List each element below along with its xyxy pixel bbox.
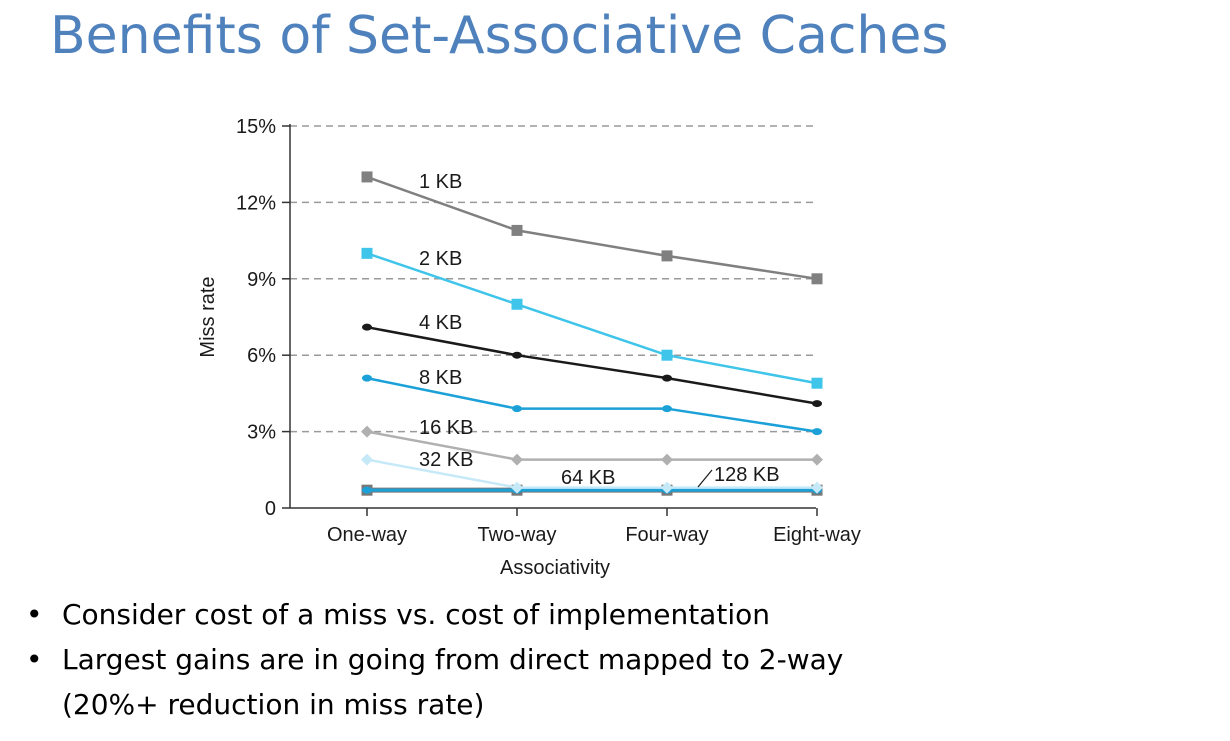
- series-line-16-kb: [366, 430, 817, 461]
- data-point: [361, 247, 373, 259]
- data-point: [511, 481, 523, 494]
- data-point: [362, 486, 372, 494]
- data-point: [362, 374, 372, 382]
- y-axis-label: Miss rate: [197, 276, 219, 357]
- x-tick-label: Two-way: [478, 524, 557, 546]
- series-label: 1 KB: [419, 171, 462, 193]
- data-point: [662, 405, 672, 413]
- data-point: [511, 224, 523, 236]
- bullet-text: Largest gains are in going from direct m…: [62, 643, 844, 676]
- bullet-text: Consider cost of a miss vs. cost of impl…: [62, 598, 770, 631]
- data-point: [661, 453, 673, 466]
- series-label: 2 KB: [419, 248, 462, 270]
- series-line-4-kb: [366, 325, 818, 405]
- data-point: [362, 323, 372, 331]
- x-tick-label: Four-way: [625, 524, 708, 546]
- series-label: 128 KB: [714, 464, 780, 486]
- bullet-dot-icon: •: [26, 643, 43, 676]
- series-label: 32 KB: [419, 449, 473, 471]
- data-point: [661, 250, 673, 262]
- slide-title: Benefits of Set-Associative Caches: [50, 6, 949, 66]
- bullet-list: • Consider cost of a miss vs. cost of imp…: [22, 592, 843, 727]
- bullet-item: • Largest gains are in going from direct …: [22, 637, 843, 727]
- data-point: [661, 349, 673, 361]
- y-tick-label: 9%: [247, 269, 276, 291]
- y-tick-label: 15%: [236, 116, 276, 138]
- x-tick-label: Eight-way: [773, 524, 861, 546]
- data-point: [512, 405, 522, 413]
- series-line-8-kb: [366, 376, 818, 433]
- series-label: 16 KB: [419, 417, 473, 439]
- data-point: [811, 481, 823, 494]
- data-point: [812, 428, 822, 436]
- y-tick-label: 0: [265, 498, 276, 520]
- bullet-text: (20%+ reduction in miss rate): [62, 688, 485, 721]
- data-point: [361, 425, 373, 438]
- data-point: [511, 298, 523, 310]
- series-label: 4 KB: [419, 312, 462, 334]
- series-line-1-kb: [366, 175, 818, 281]
- data-point: [361, 171, 373, 183]
- x-axis-label: Associativity: [500, 557, 610, 579]
- data-point: [512, 351, 522, 359]
- data-point: [811, 453, 823, 466]
- data-point: [661, 481, 673, 494]
- bullet-item: • Consider cost of a miss vs. cost of imp…: [22, 592, 843, 637]
- data-point: [811, 273, 823, 285]
- data-point: [511, 453, 523, 466]
- y-tick-label: 12%: [236, 192, 276, 214]
- y-tick-label: 3%: [247, 422, 276, 444]
- data-point: [662, 374, 672, 382]
- x-tick-label: One-way: [327, 524, 407, 546]
- data-point: [812, 400, 822, 408]
- series-label: 64 KB: [561, 467, 615, 489]
- data-point: [811, 377, 823, 389]
- y-tick-label: 6%: [247, 345, 276, 367]
- bullet-dot-icon: •: [26, 598, 43, 631]
- series-line-32-kb: [366, 458, 817, 489]
- series-line-2-kb: [366, 252, 818, 385]
- data-point: [361, 453, 373, 466]
- series-label: 8 KB: [419, 367, 462, 389]
- label-leader-line: [697, 469, 713, 488]
